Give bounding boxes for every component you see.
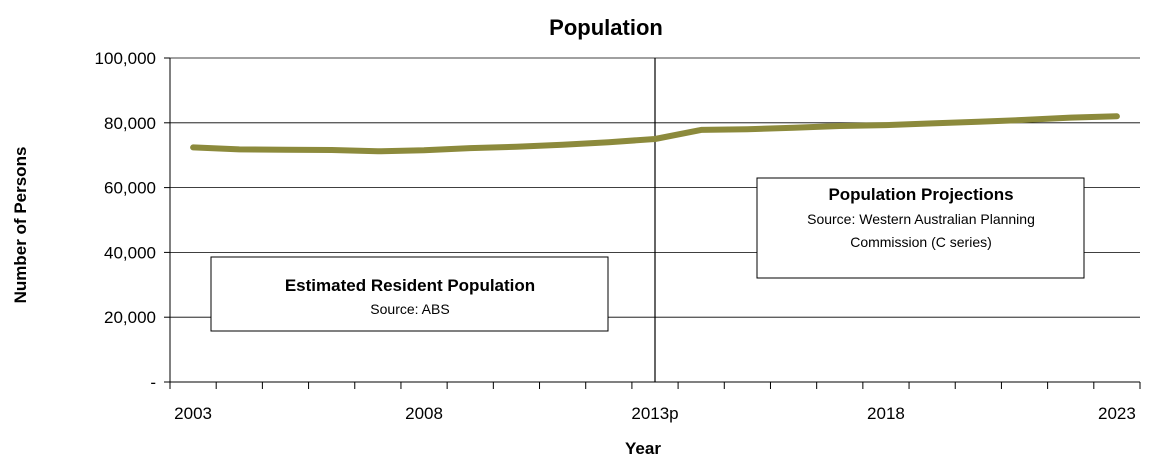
- x-tick-label: 2013p: [631, 404, 678, 423]
- annotation-box: [756, 177, 1085, 279]
- y-tick-labels: - 20,000 40,000 60,000 80,000 100,000: [95, 49, 156, 392]
- x-tick-label: 2023: [1098, 404, 1136, 423]
- y-axis-title: Number of Persons: [11, 147, 30, 304]
- annotation-box: [210, 256, 609, 332]
- annotation-line: Source: Western Australian Planning: [807, 211, 1035, 227]
- annotation-line: Source: ABS: [370, 301, 449, 317]
- annotation-population-projections: Population Projections Source: Western A…: [756, 177, 1085, 279]
- annotation-estimated-resident-population: Estimated Resident Population Source: AB…: [210, 256, 609, 332]
- y-tick-label: -: [150, 373, 156, 392]
- x-tick-labels: 2003 2008 2013p 2018 2023: [174, 404, 1136, 423]
- y-tick-label: 100,000: [95, 49, 156, 68]
- y-tick-label: 40,000: [104, 243, 156, 262]
- annotation-title: Population Projections: [828, 185, 1013, 204]
- y-tick-label: 20,000: [104, 308, 156, 327]
- population-series-line: [190, 113, 1120, 155]
- x-tick-label: 2008: [405, 404, 443, 423]
- x-tick-label: 2018: [867, 404, 905, 423]
- annotation-title: Estimated Resident Population: [285, 276, 535, 295]
- y-tick-label: 60,000: [104, 179, 156, 198]
- y-tick-label: 80,000: [104, 114, 156, 133]
- x-axis-title: Year: [625, 439, 661, 457]
- series-layer: [190, 113, 1120, 155]
- x-tick-label: 2003: [174, 404, 212, 423]
- chart-title: Population: [549, 15, 663, 40]
- annotation-line: Commission (C series): [850, 234, 992, 250]
